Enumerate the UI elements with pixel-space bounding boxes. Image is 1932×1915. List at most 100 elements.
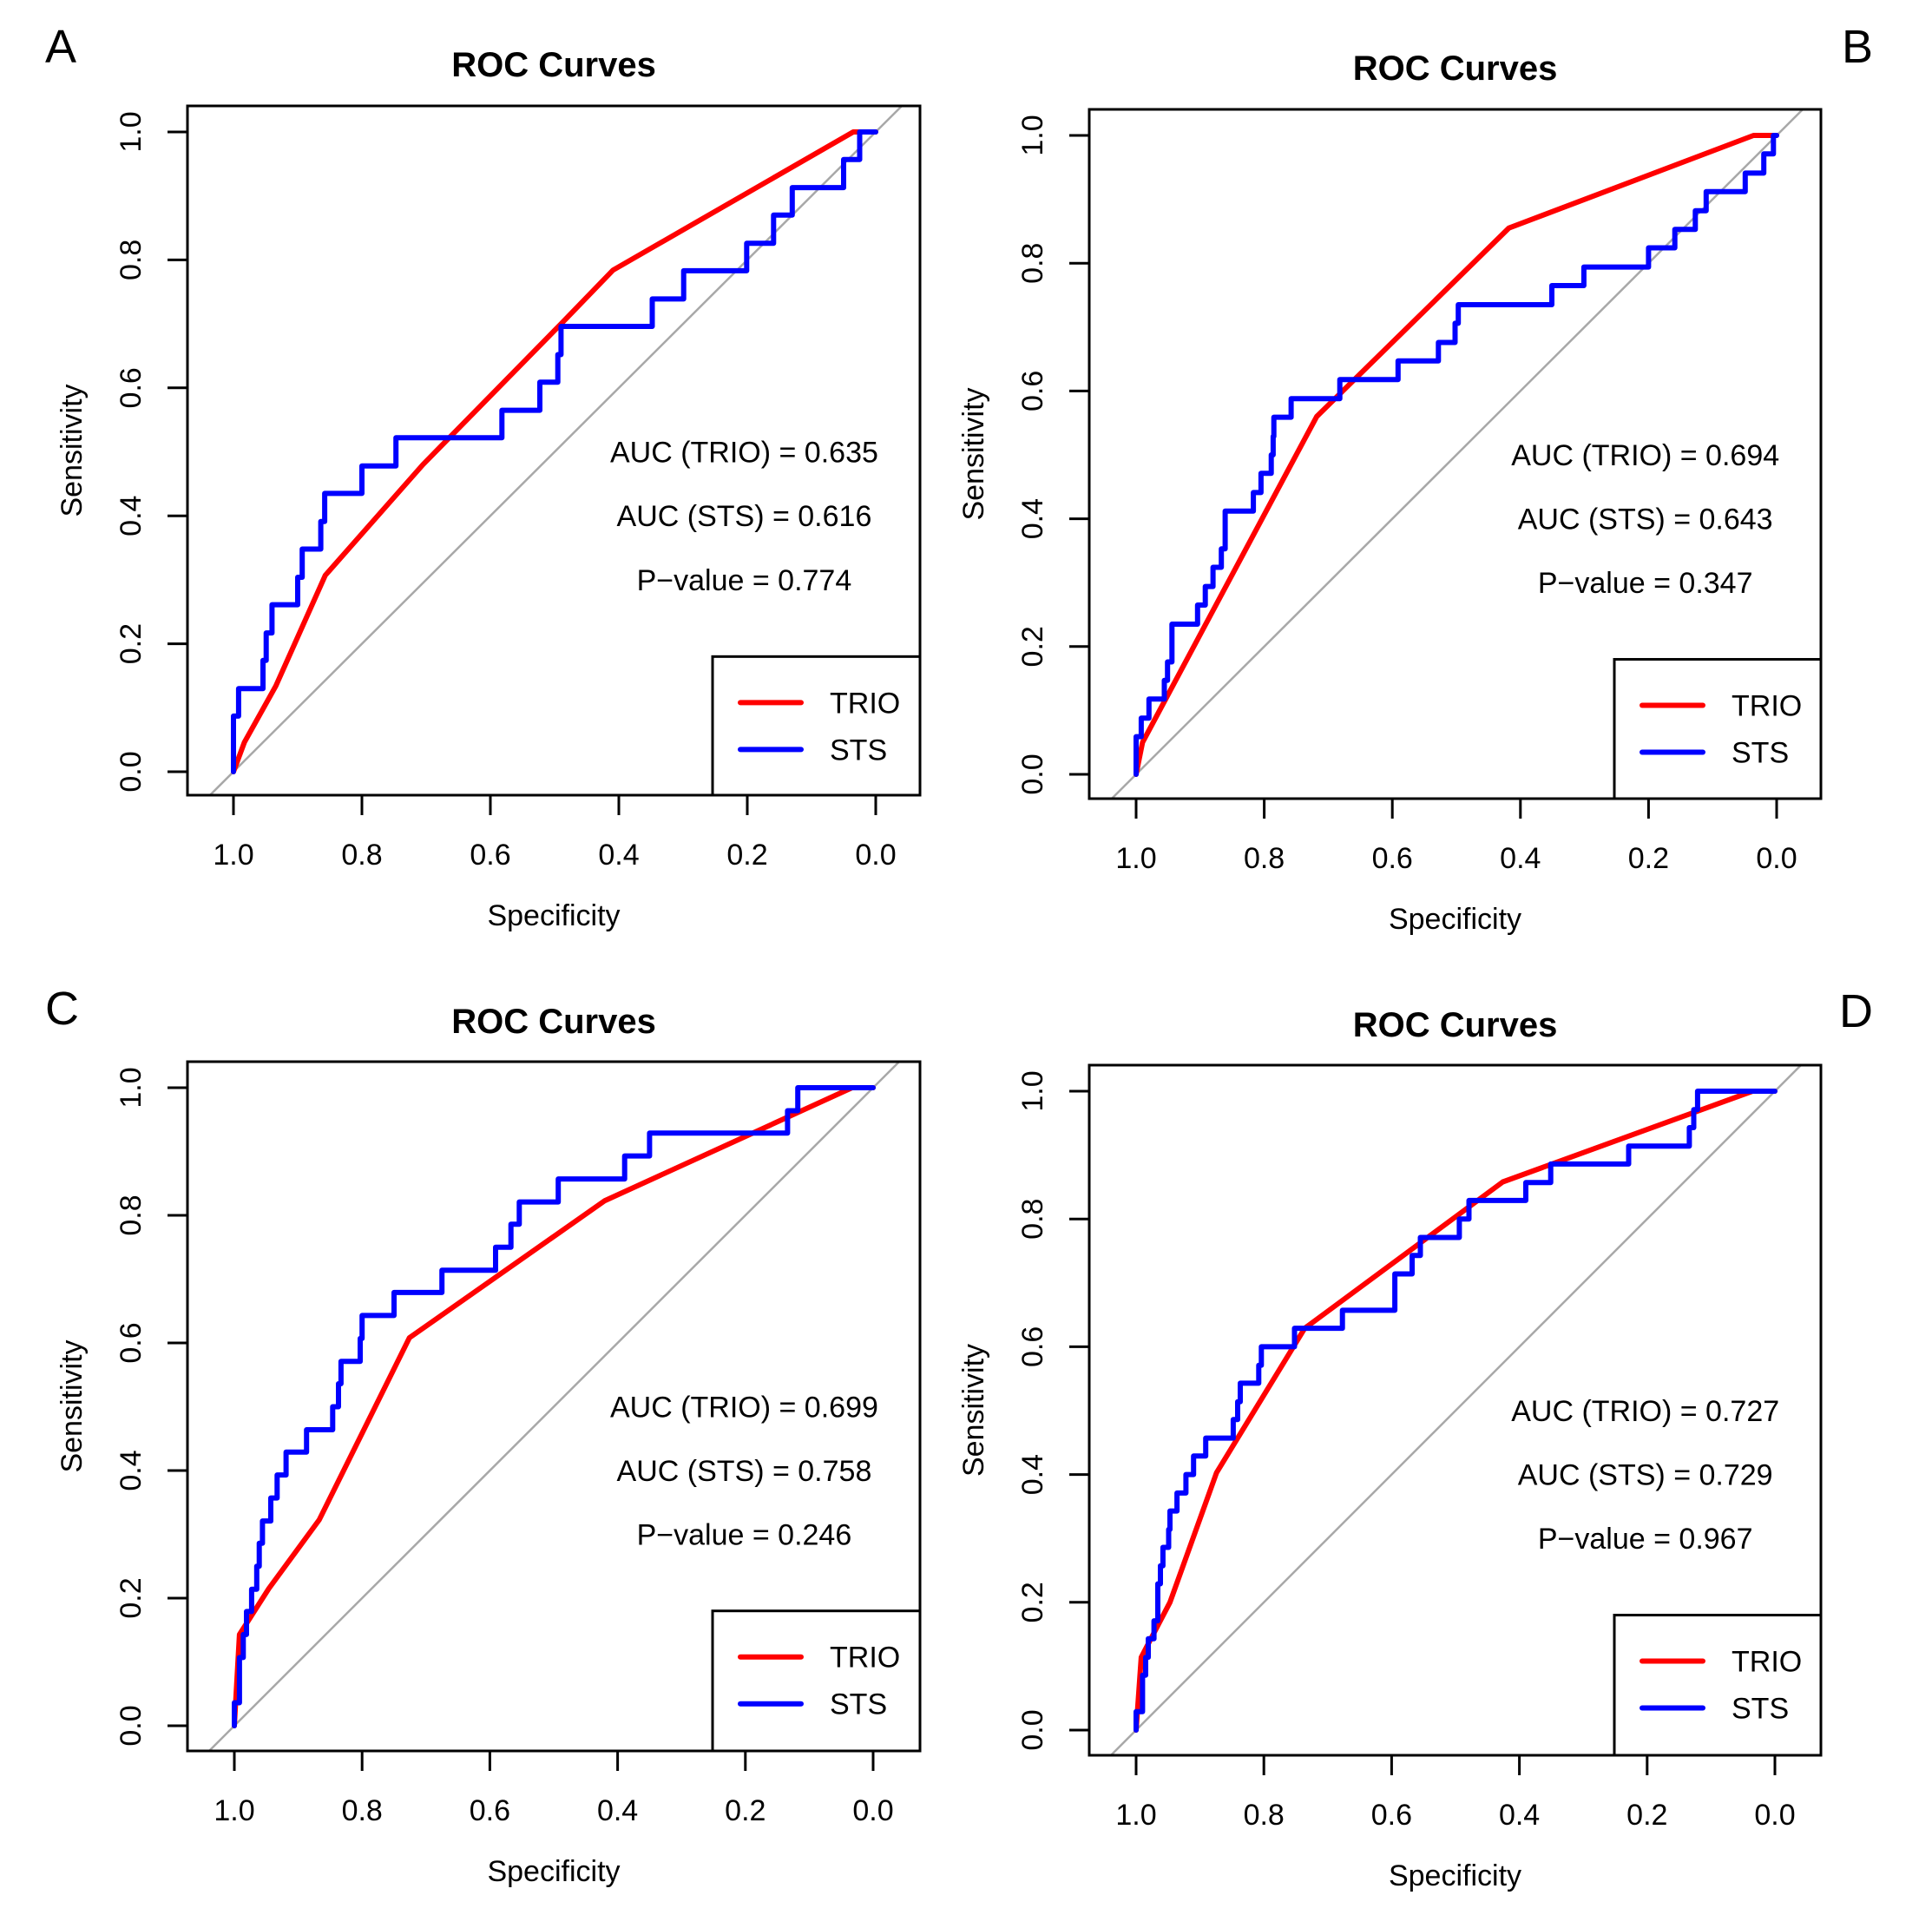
x-tick-label: 0.6 bbox=[1371, 1799, 1412, 1832]
legend-label-sts: STS bbox=[1732, 1693, 1789, 1726]
y-tick-label: 0.6 bbox=[115, 367, 148, 408]
x-tick-label: 1.0 bbox=[214, 1794, 254, 1827]
chart-title: ROC Curves bbox=[451, 46, 656, 84]
panel-letter: A bbox=[45, 21, 76, 73]
x-axis-title: Specificity bbox=[1389, 1859, 1521, 1892]
y-tick-label: 0.4 bbox=[1016, 498, 1049, 539]
roc-panel-c: C ROC Curves 1.0 0.8 0.6 0.4 0.2 0.0 0.0 0.2 0.4 0.… bbox=[45, 983, 922, 1888]
series-line-sts bbox=[1134, 1089, 1778, 1733]
x-tick-label: 0.8 bbox=[1244, 842, 1285, 875]
y-axis-title: Sensitivity bbox=[957, 1344, 990, 1477]
y-tick-label: 0.6 bbox=[1016, 371, 1049, 411]
x-tick-label: 0.4 bbox=[1499, 1799, 1540, 1832]
y-tick-label: 1.0 bbox=[115, 1067, 148, 1108]
y-tick-label: 0.8 bbox=[115, 240, 148, 280]
x-tick-label: 0.6 bbox=[1372, 842, 1413, 875]
y-tick-label: 0.6 bbox=[115, 1322, 148, 1363]
x-tick-label: 0.2 bbox=[726, 839, 767, 872]
auc-sts-annotation: AUC (STS) = 0.729 bbox=[1518, 1459, 1773, 1492]
auc-trio-annotation: AUC (TRIO) = 0.694 bbox=[1511, 439, 1779, 472]
auc-trio-annotation: AUC (TRIO) = 0.727 bbox=[1511, 1395, 1779, 1428]
legend: TRIO STS bbox=[1613, 1614, 1823, 1757]
legend-label-trio: TRIO bbox=[830, 687, 900, 720]
auc-sts-annotation: AUC (STS) = 0.758 bbox=[617, 1455, 872, 1488]
chart-title: ROC Curves bbox=[1353, 49, 1558, 88]
y-tick-label: 1.0 bbox=[115, 111, 148, 152]
auc-trio-annotation: AUC (TRIO) = 0.699 bbox=[610, 1392, 878, 1425]
x-tick-label: 0.8 bbox=[342, 1794, 383, 1827]
x-tick-label: 0.8 bbox=[1244, 1799, 1285, 1832]
roc-panel-d: D ROC Curves 1.0 0.8 0.6 0.4 0.2 0.0 0.0 0.2 0.4 0.… bbox=[957, 985, 1873, 1892]
x-axis-title: Specificity bbox=[487, 1855, 620, 1888]
y-tick-label: 0.4 bbox=[115, 1450, 148, 1491]
legend-label-trio: TRIO bbox=[830, 1642, 900, 1675]
y-axis-title: Sensitivity bbox=[56, 1339, 89, 1472]
legend-label-sts: STS bbox=[830, 1688, 887, 1721]
legend-box bbox=[711, 1609, 922, 1753]
panel-letter: D bbox=[1839, 985, 1873, 1037]
panel-letter: B bbox=[1842, 21, 1873, 73]
y-tick-label: 0.4 bbox=[115, 496, 148, 536]
panel-letter: C bbox=[45, 983, 79, 1035]
legend: TRIO STS bbox=[711, 655, 922, 797]
y-tick-label: 0.2 bbox=[115, 623, 148, 664]
x-tick-label: 0.4 bbox=[597, 1794, 638, 1827]
y-axis-title: Sensitivity bbox=[56, 384, 89, 517]
p-value-annotation: P−value = 0.246 bbox=[637, 1519, 852, 1552]
x-tick-label: 1.0 bbox=[213, 839, 253, 872]
series-line-sts bbox=[231, 129, 878, 774]
legend-label-sts: STS bbox=[1732, 737, 1789, 770]
auc-sts-annotation: AUC (STS) = 0.643 bbox=[1518, 503, 1773, 536]
reference-diagonal-line bbox=[207, 1062, 901, 1751]
x-tick-label: 0.4 bbox=[598, 839, 639, 872]
y-tick-label: 0.2 bbox=[1016, 1582, 1049, 1622]
legend-label-trio: TRIO bbox=[1732, 690, 1802, 723]
x-axis-title: Specificity bbox=[487, 899, 620, 932]
y-tick-label: 0.0 bbox=[115, 751, 148, 792]
p-value-annotation: P−value = 0.774 bbox=[637, 564, 852, 597]
p-value-annotation: P−value = 0.347 bbox=[1538, 567, 1753, 600]
x-tick-label: 0.6 bbox=[470, 1794, 510, 1827]
series-line-sts bbox=[1134, 133, 1779, 777]
series-line-sts bbox=[232, 1085, 876, 1728]
y-tick-label: 0.2 bbox=[1016, 626, 1049, 667]
legend: TRIO STS bbox=[711, 1609, 922, 1753]
series-line-trio bbox=[231, 129, 878, 774]
y-tick-label: 0.2 bbox=[115, 1577, 148, 1618]
legend-label-sts: STS bbox=[830, 734, 887, 767]
legend-label-trio: TRIO bbox=[1732, 1646, 1802, 1679]
plot-frame bbox=[1088, 1063, 1823, 1757]
chart-title: ROC Curves bbox=[451, 1003, 656, 1041]
y-tick-label: 0.8 bbox=[1016, 1199, 1049, 1240]
roc-panel-b: B ROC Curves 1.0 0.8 0.6 0.4 0.2 0.0 0.0 0.2 0.4 0.… bbox=[957, 21, 1873, 936]
plot-frame bbox=[186, 1060, 922, 1753]
legend-box bbox=[1613, 1614, 1823, 1757]
x-tick-label: 0.0 bbox=[1756, 842, 1797, 875]
x-tick-label: 1.0 bbox=[1115, 1799, 1156, 1832]
y-tick-label: 1.0 bbox=[1016, 1070, 1049, 1111]
x-tick-label: 0.2 bbox=[725, 1794, 766, 1827]
chart-title: ROC Curves bbox=[1353, 1006, 1558, 1044]
legend-box bbox=[1613, 658, 1823, 800]
series-line-trio bbox=[1134, 133, 1779, 777]
x-tick-label: 0.2 bbox=[1628, 842, 1669, 875]
x-tick-label: 0.0 bbox=[855, 839, 896, 872]
plot-frame bbox=[186, 104, 922, 797]
y-tick-label: 0.0 bbox=[1016, 1709, 1049, 1750]
x-axis-title: Specificity bbox=[1389, 903, 1521, 936]
y-tick-label: 0.8 bbox=[115, 1194, 148, 1235]
x-tick-label: 0.0 bbox=[852, 1794, 893, 1827]
reference-diagonal-line bbox=[1109, 1065, 1803, 1755]
x-tick-label: 0.0 bbox=[1754, 1799, 1795, 1832]
y-tick-label: 0.8 bbox=[1016, 243, 1049, 284]
legend: TRIO STS bbox=[1613, 658, 1823, 800]
x-tick-label: 0.2 bbox=[1626, 1799, 1667, 1832]
y-tick-label: 0.6 bbox=[1016, 1326, 1049, 1367]
x-tick-label: 0.6 bbox=[470, 839, 510, 872]
auc-sts-annotation: AUC (STS) = 0.616 bbox=[617, 500, 872, 533]
y-tick-label: 0.0 bbox=[1016, 753, 1049, 794]
x-tick-label: 0.4 bbox=[1500, 842, 1541, 875]
y-tick-label: 0.4 bbox=[1016, 1454, 1049, 1495]
y-axis-title: Sensitivity bbox=[957, 387, 990, 520]
